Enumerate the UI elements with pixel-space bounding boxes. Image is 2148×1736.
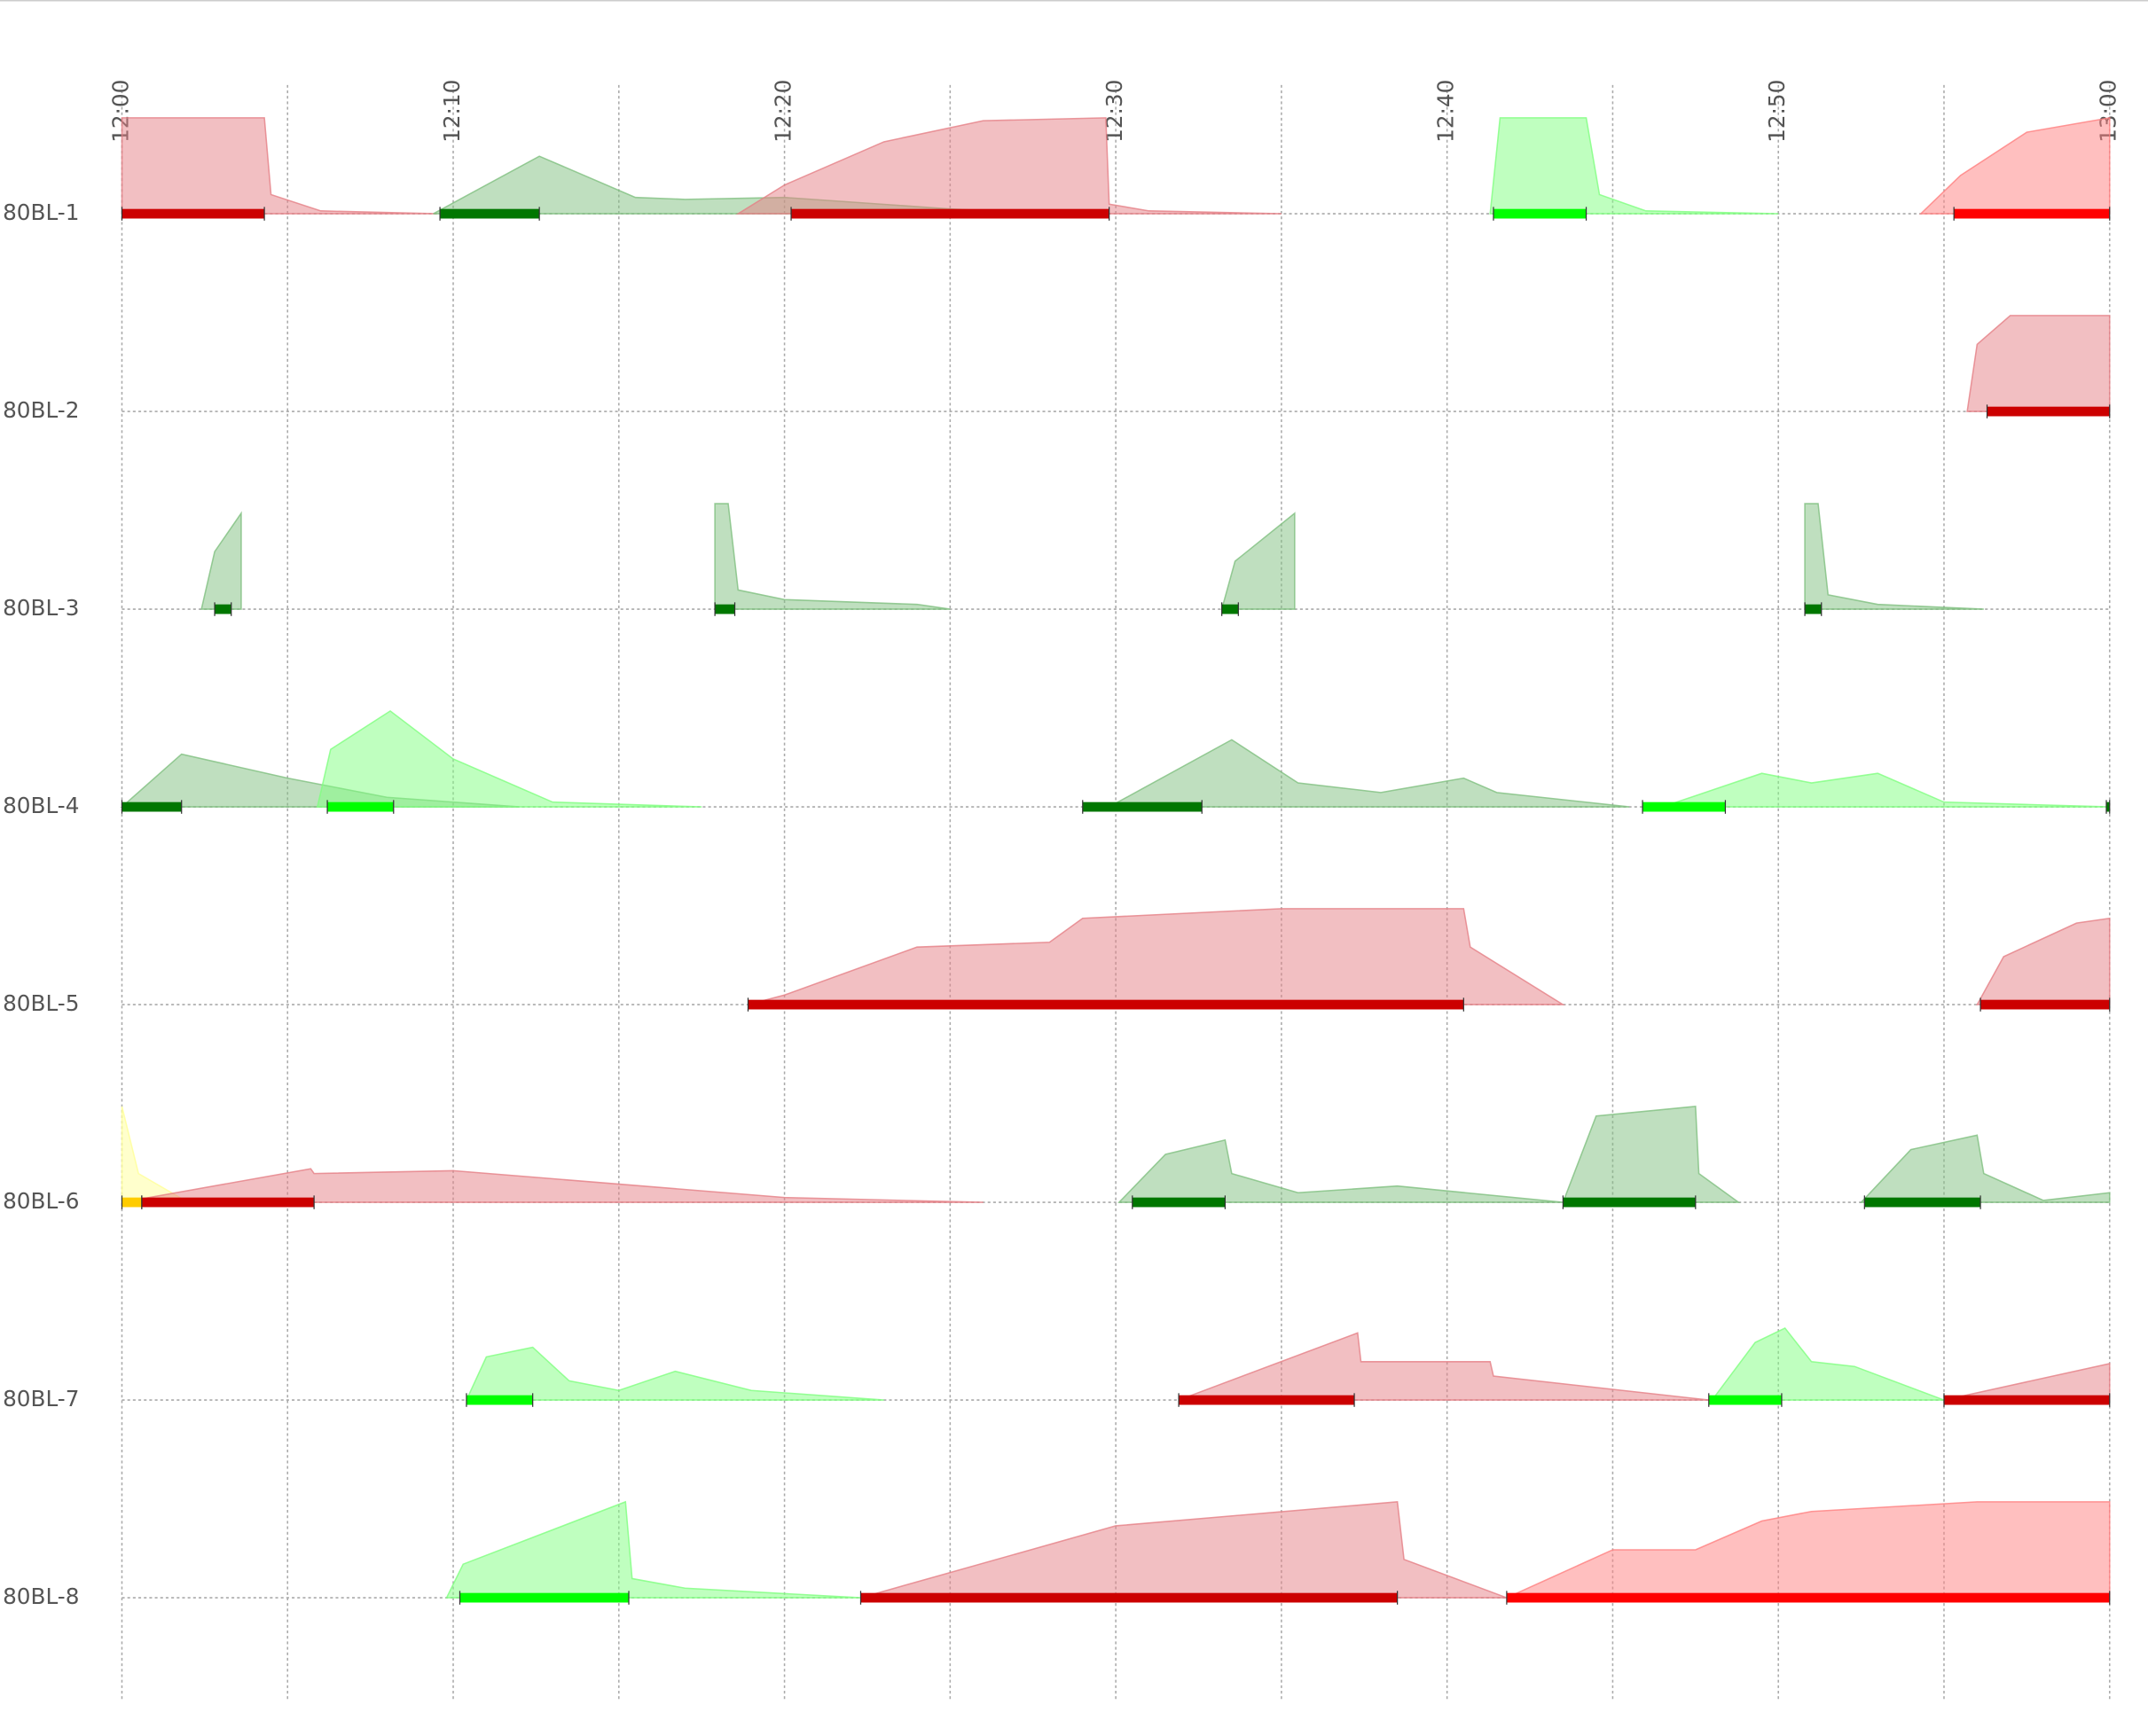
x-tick-label: 12:50 bbox=[1764, 80, 1790, 143]
bar bbox=[715, 604, 735, 614]
area bbox=[1562, 1106, 1741, 1203]
bar bbox=[1132, 1197, 1226, 1208]
bar bbox=[1493, 208, 1587, 219]
area bbox=[1943, 1363, 2111, 1401]
row-label: 80BL-7 bbox=[3, 1386, 79, 1411]
bar bbox=[466, 1395, 533, 1405]
bar bbox=[1642, 802, 1726, 812]
area bbox=[200, 511, 242, 610]
row-label: 80BL-1 bbox=[3, 199, 79, 225]
bar bbox=[1987, 406, 2110, 417]
area bbox=[1109, 739, 1630, 808]
area bbox=[860, 1501, 1508, 1599]
bar bbox=[1943, 1395, 2110, 1405]
bar bbox=[122, 1197, 142, 1208]
x-tick-label: 12:40 bbox=[1433, 80, 1459, 143]
bar bbox=[141, 1197, 315, 1208]
area bbox=[1976, 917, 2111, 1005]
area bbox=[122, 1168, 984, 1203]
area bbox=[1178, 1332, 1709, 1401]
bar bbox=[327, 802, 394, 812]
area bbox=[714, 503, 951, 610]
x-tick-label: 12:20 bbox=[771, 80, 796, 143]
bar bbox=[1805, 604, 1822, 614]
bar bbox=[1980, 999, 2110, 1010]
row-label: 80BL-4 bbox=[3, 793, 79, 818]
area bbox=[1918, 116, 2111, 215]
area bbox=[1966, 315, 2111, 412]
area bbox=[1662, 772, 2110, 808]
area bbox=[1117, 1138, 1564, 1203]
bar bbox=[1082, 802, 1203, 812]
area bbox=[748, 908, 1566, 1005]
row-label: 80BL-3 bbox=[3, 595, 79, 621]
bar bbox=[1179, 1395, 1355, 1405]
x-tick-label: 12:10 bbox=[439, 80, 465, 143]
bar bbox=[2106, 802, 2110, 812]
bar bbox=[1563, 1197, 1696, 1208]
row-label: 80BL-6 bbox=[3, 1188, 79, 1214]
area bbox=[1804, 503, 1984, 610]
row-label: 80BL-2 bbox=[3, 397, 79, 423]
bar bbox=[1864, 1197, 1981, 1208]
bar bbox=[215, 604, 231, 614]
area bbox=[445, 1500, 861, 1599]
area bbox=[1710, 1326, 1945, 1401]
area bbox=[121, 117, 437, 215]
bar bbox=[1954, 208, 2110, 219]
area bbox=[1859, 1134, 2111, 1203]
row-label: 80BL-5 bbox=[3, 990, 79, 1016]
bar bbox=[748, 999, 1464, 1010]
bar bbox=[791, 208, 1109, 219]
bar bbox=[860, 1592, 1398, 1603]
bar bbox=[1708, 1395, 1782, 1405]
bar bbox=[459, 1592, 629, 1603]
area bbox=[1489, 117, 1779, 215]
bar bbox=[1221, 604, 1239, 614]
bar bbox=[122, 802, 182, 812]
area bbox=[316, 709, 702, 808]
bar bbox=[1506, 1592, 2110, 1603]
row-label: 80BL-8 bbox=[3, 1584, 79, 1609]
bar bbox=[122, 208, 265, 219]
area bbox=[1506, 1501, 2111, 1599]
area bbox=[465, 1346, 884, 1401]
bar bbox=[440, 208, 540, 219]
area bbox=[735, 117, 1282, 215]
area bbox=[1220, 512, 1296, 610]
area bbox=[121, 1106, 192, 1203]
